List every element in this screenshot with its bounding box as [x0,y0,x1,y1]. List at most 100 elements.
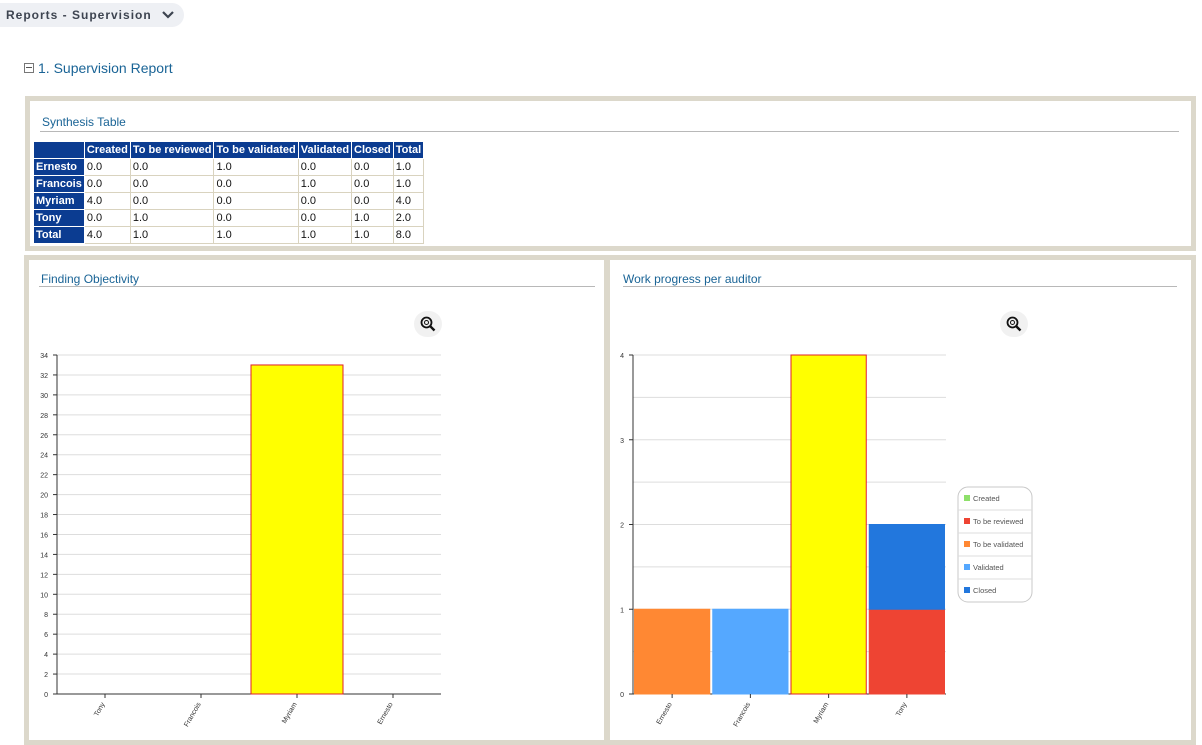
divider [623,286,1177,287]
table-cell: 1.0 [129,226,215,244]
table-cell: 4.0 [83,226,131,244]
zoom-button[interactable] [414,311,442,337]
y-tick-label: 0 [44,692,48,699]
legend-swatch [964,587,970,593]
y-tick-label: 26 [40,433,48,440]
page-title: Reports - Supervision [6,8,152,22]
table-cell: 0.0 [213,209,299,227]
magnify-icon [420,316,436,332]
table-row: Ernesto 0.0 0.0 1.0 0.0 0.0 1.0 [33,158,425,176]
table-cell: 1.0 [351,209,394,227]
y-tick-label: 1 [620,607,624,614]
collapse-icon[interactable] [24,63,34,73]
table-row: Total 4.0 1.0 1.0 1.0 1.0 8.0 [33,226,425,244]
reports-dropdown-button[interactable]: Reports - Supervision [0,3,184,27]
column-header: Validated [297,141,353,159]
y-tick-label: 4 [44,652,48,659]
table-cell: 0.0 [129,192,215,210]
legend-label: To be validated [973,540,1023,549]
bar [250,364,344,695]
y-tick-label: 16 [40,532,48,539]
table-cell: 1.0 [392,175,425,193]
table-cell: 1.0 [129,209,215,227]
table-cell: 0.0 [213,192,299,210]
y-tick-label: 24 [40,453,48,460]
legend-swatch [964,495,970,501]
y-tick-label: 32 [40,373,48,380]
legend-swatch [964,541,970,547]
y-tick-label: 18 [40,513,48,520]
synthesis-title: Synthesis Table [42,115,126,129]
x-tick-label: Francois [183,701,203,728]
y-tick-label: 20 [40,493,48,500]
synthesis-table: Created To be reviewed To be validated Vali… [33,141,425,244]
table-cell: 0.0 [129,158,215,176]
table-cell: 1.0 [297,175,353,193]
table-cell: 0.0 [129,175,215,193]
column-header: Total [392,141,425,159]
corner-header [33,141,85,159]
x-tick-label: Tony [93,701,107,718]
table-cell: 0.0 [351,192,394,210]
table-cell: 8.0 [392,226,425,244]
table-cell: 0.0 [83,209,131,227]
y-tick-label: 3 [620,438,624,445]
x-tick-label: Tony [895,701,909,718]
table-cell: 0.0 [297,158,353,176]
row-header: Tony [33,209,85,227]
row-header: Ernesto [33,158,85,176]
bar [790,354,867,695]
legend-label: Closed [973,586,996,595]
table-header-row: Created To be reviewed To be validated Vali… [33,141,425,159]
legend-box [957,486,1033,603]
x-tick-label: Myriam [813,701,831,725]
table-cell: 0.0 [83,158,131,176]
y-tick-label: 2 [620,523,624,530]
table-cell: 1.0 [213,158,299,176]
zoom-button[interactable] [1000,311,1028,337]
chart-legend: Created To be reviewed To be validated Vali… [957,486,1033,603]
divider [39,286,595,287]
row-header: Total [33,226,85,244]
legend-swatch [964,564,970,570]
chevron-down-icon [161,11,174,19]
y-tick-label: 10 [40,592,48,599]
column-header: To be reviewed [129,141,215,159]
legend-swatch [964,518,970,524]
y-tick-label: 6 [44,632,48,639]
y-tick-label: 4 [620,353,624,360]
y-tick-label: 0 [620,692,624,699]
column-header: Closed [351,141,394,159]
x-tick-label: Myriam [281,701,299,725]
table-row: Tony 0.0 1.0 0.0 0.0 1.0 2.0 [33,209,425,227]
table-cell: 0.0 [297,209,353,227]
row-header: Francois [33,175,85,193]
column-header: To be validated [213,141,299,159]
table-cell: 4.0 [83,192,131,210]
row-header: Myriam [33,192,85,210]
y-tick-label: 22 [40,473,48,480]
table-cell: 2.0 [392,209,425,227]
x-tick-label: Francois [733,701,753,728]
section-header[interactable]: 1. Supervision Report [24,60,173,76]
table-row: Francois 0.0 0.0 0.0 1.0 0.0 1.0 [33,175,425,193]
bar [712,608,789,695]
x-tick-label: Ernesto [377,701,395,725]
table-cell: 4.0 [392,192,425,210]
legend-label: To be reviewed [973,517,1023,526]
synthesis-panel: Synthesis Table Created To be reviewed To … [25,96,1196,251]
table-cell: 0.0 [297,192,353,210]
y-tick-label: 8 [44,612,48,619]
table-cell: 0.0 [83,175,131,193]
table-row: Myriam 4.0 0.0 0.0 0.0 0.0 4.0 [33,192,425,210]
y-tick-label: 28 [40,413,48,420]
y-tick-label: 14 [40,552,48,559]
chart-title: Work progress per auditor [623,272,762,286]
table-cell: 0.0 [351,175,394,193]
bar [868,608,945,695]
work-progress-panel: Work progress per auditor 0 1 2 3 4 Ernesto Fr… [605,255,1196,745]
chart-title: Finding Objectivity [41,272,140,286]
table-cell: 1.0 [351,226,394,244]
finding-objectivity-panel: Finding Objectivity 0 2 4 6 8 10 12 14 16 18 20 22 2… [24,255,609,745]
